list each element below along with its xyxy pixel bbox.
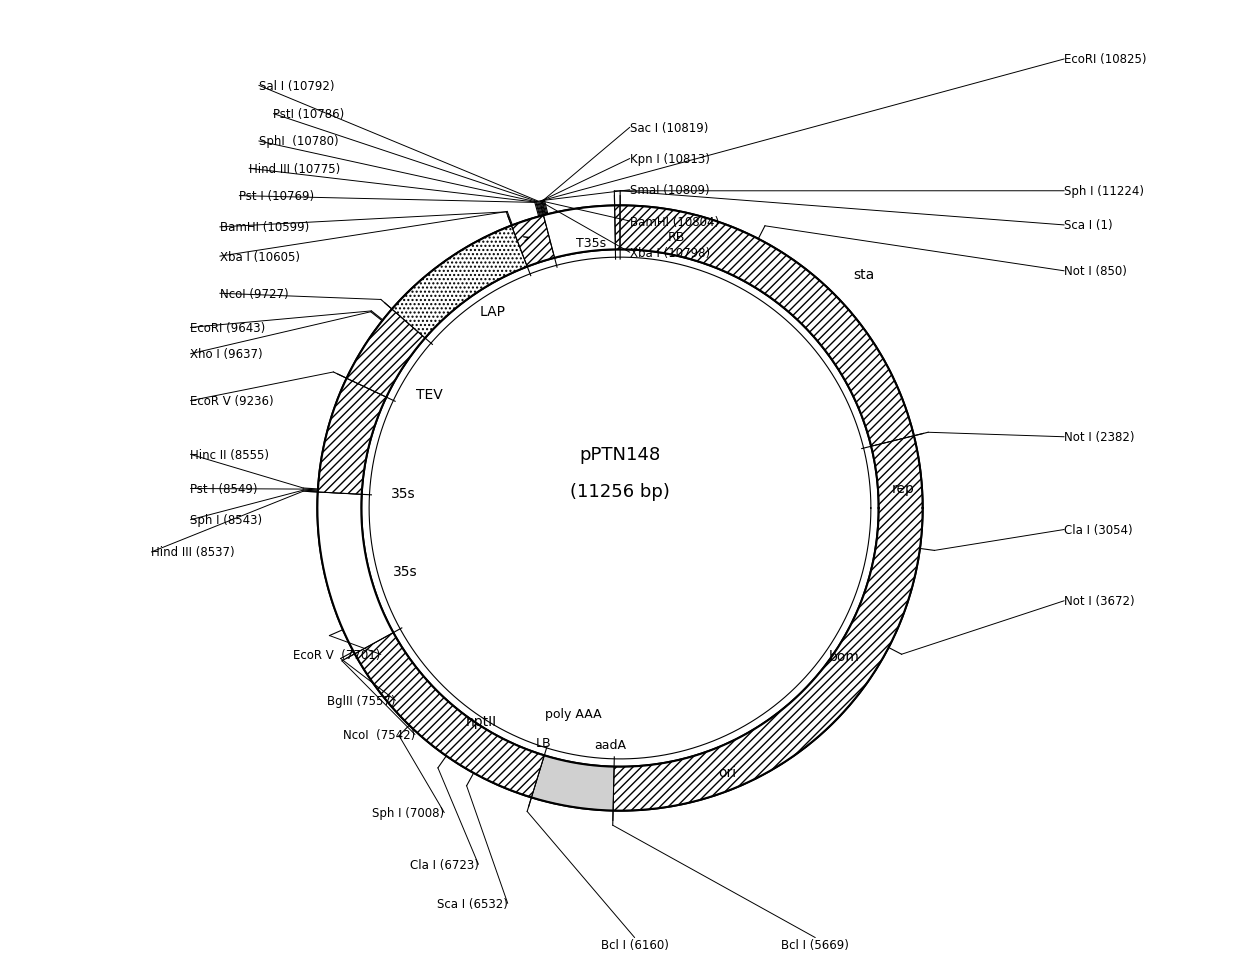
Text: EcoRI (10825): EcoRI (10825) [1064,54,1147,67]
Text: Hind III (8537): Hind III (8537) [151,546,236,558]
Text: Sph I (7008): Sph I (7008) [372,806,444,820]
Text: EcoRI (9643): EcoRI (9643) [191,322,265,334]
Text: TEV: TEV [417,387,443,401]
Text: aadA: aadA [594,738,626,751]
Text: PstI (10786): PstI (10786) [274,108,345,121]
Wedge shape [613,436,923,811]
Text: Cla I (3054): Cla I (3054) [1064,523,1133,537]
Text: rep: rep [892,482,915,496]
Wedge shape [317,493,393,654]
Wedge shape [620,206,914,447]
Text: Sac I (10819): Sac I (10819) [630,121,708,135]
Text: 35s: 35s [393,565,418,579]
Text: BamHI (10804): BamHI (10804) [630,215,719,228]
Text: sta: sta [853,267,874,282]
Text: Cla I (6723): Cla I (6723) [409,858,479,871]
Text: ori: ori [718,765,737,778]
Text: nptII: nptII [466,714,497,728]
Text: SmaI (10809): SmaI (10809) [630,184,709,198]
Text: Sca I (6532): Sca I (6532) [436,897,507,910]
Text: Xba I (10605): Xba I (10605) [219,250,300,263]
Wedge shape [317,378,387,495]
Text: Pst I (8549): Pst I (8549) [191,482,258,496]
Text: T35s: T35s [575,237,606,249]
Text: NcoI  (7542): NcoI (7542) [342,729,415,741]
Text: Not I (2382): Not I (2382) [1064,431,1135,444]
Text: Xba I (10798): Xba I (10798) [630,246,709,259]
Text: Not I (3672): Not I (3672) [1064,595,1135,607]
Text: (11256 bp): (11256 bp) [570,483,670,501]
Wedge shape [532,756,614,811]
Text: 35s: 35s [391,487,415,501]
Wedge shape [511,216,554,267]
Wedge shape [543,206,615,258]
Text: Pst I (10769): Pst I (10769) [239,190,315,202]
Text: Kpn I (10813): Kpn I (10813) [630,153,709,166]
Wedge shape [392,226,527,338]
Wedge shape [347,310,425,398]
Text: Sph I (11224): Sph I (11224) [1064,185,1145,199]
Wedge shape [317,206,923,811]
Text: Sca I (1): Sca I (1) [1064,219,1112,232]
Text: Sph I (8543): Sph I (8543) [191,513,263,527]
Wedge shape [615,206,620,250]
Text: Xho I (9637): Xho I (9637) [191,348,263,361]
Text: BamHI (10599): BamHI (10599) [219,221,309,234]
Text: Bcl I (6160): Bcl I (6160) [600,938,668,951]
Text: RB: RB [668,231,686,244]
Text: pPTN148: pPTN148 [579,446,661,464]
Text: poly AAA: poly AAA [544,707,601,720]
Text: SphI  (10780): SphI (10780) [259,135,339,149]
Wedge shape [355,633,544,798]
Text: NcoI (9727): NcoI (9727) [219,288,289,300]
Text: EcoR V  (7701): EcoR V (7701) [294,648,381,661]
Text: bom: bom [830,649,861,664]
Text: Not I (850): Not I (850) [1064,265,1127,278]
Text: EcoR V (9236): EcoR V (9236) [191,395,274,408]
Text: Hinc II (8555): Hinc II (8555) [191,448,269,462]
Text: LAP: LAP [480,304,506,319]
Text: BglII (7557): BglII (7557) [327,694,396,707]
Text: LB: LB [536,736,552,749]
Text: Sal I (10792): Sal I (10792) [259,80,335,93]
Text: Bcl I (5669): Bcl I (5669) [781,938,849,951]
Text: Hind III (10775): Hind III (10775) [249,162,340,176]
